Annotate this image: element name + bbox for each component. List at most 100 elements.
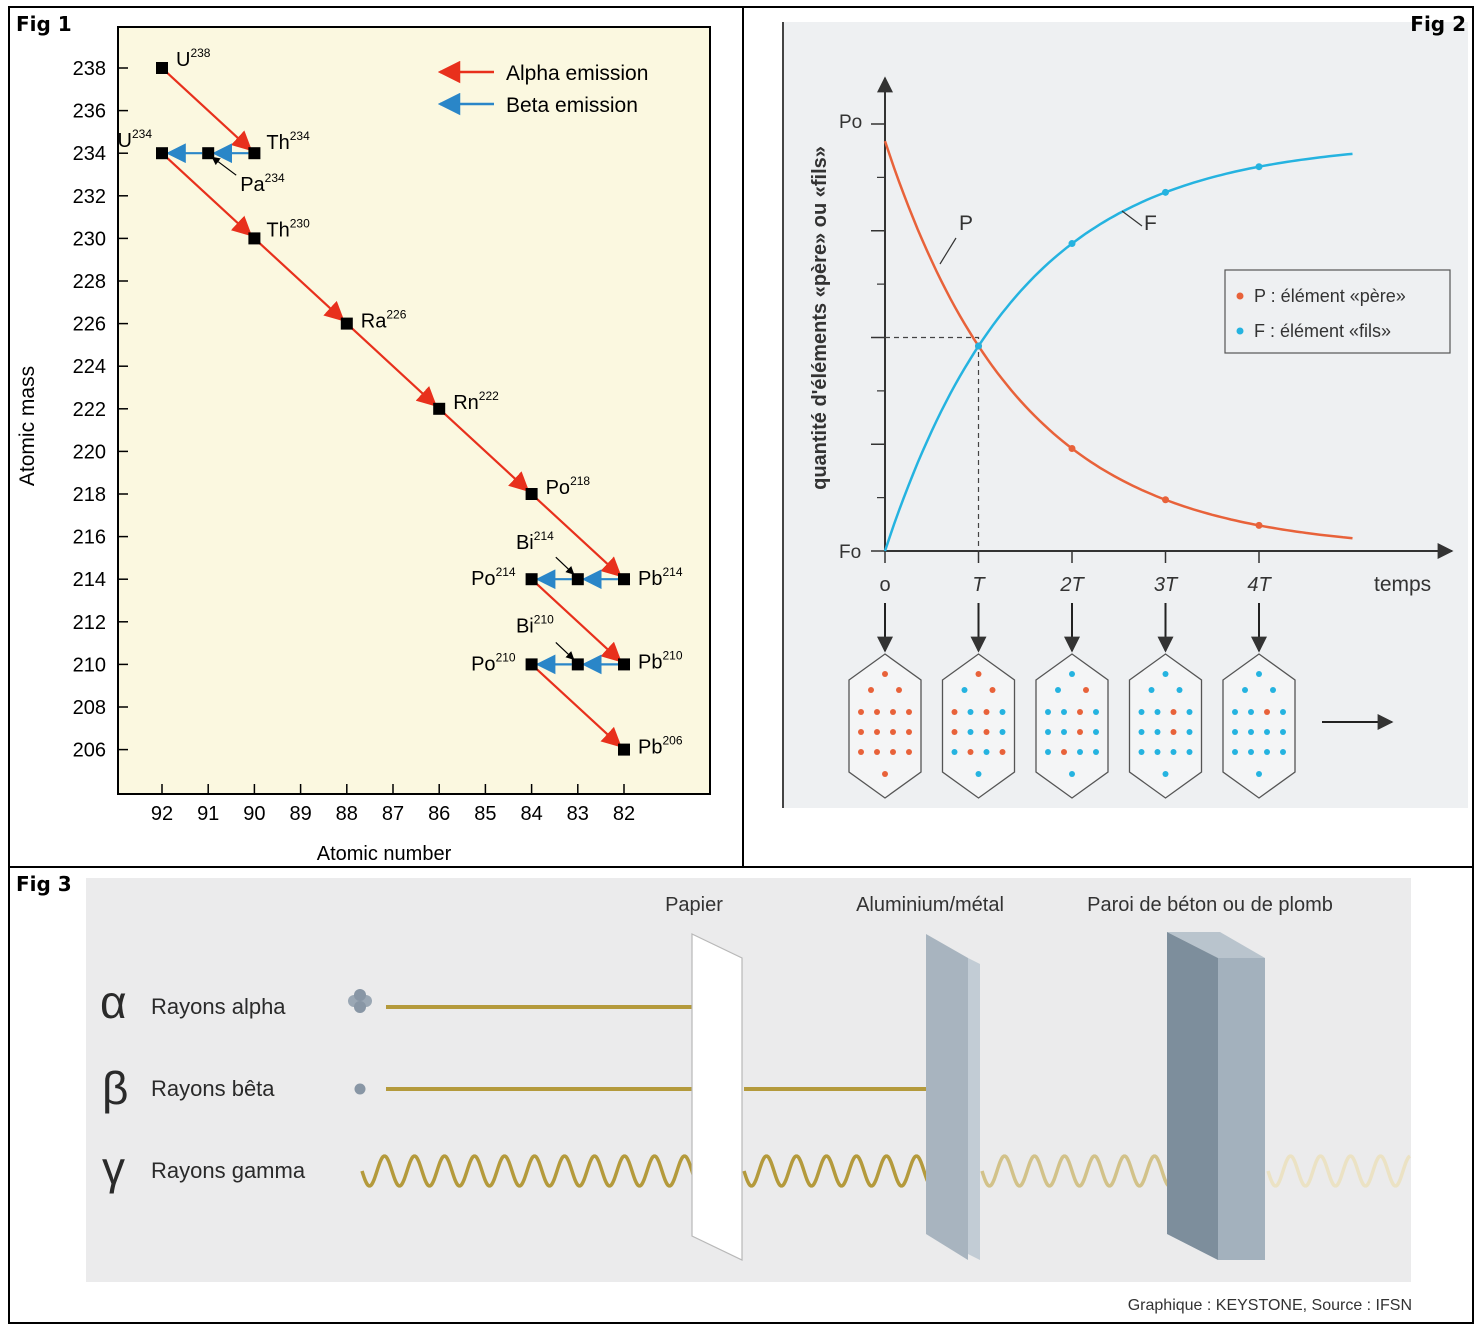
daughter-atom bbox=[1162, 771, 1169, 777]
parent-atom bbox=[906, 749, 912, 755]
nuclide-point bbox=[340, 317, 353, 330]
curve-f-point bbox=[1162, 188, 1169, 196]
nuclide-label: Po210 bbox=[471, 650, 516, 675]
x-tick-label: 92 bbox=[151, 803, 173, 825]
nuclide-label: U238 bbox=[176, 46, 211, 71]
alpha-decay-arrow bbox=[164, 155, 253, 237]
curve-p-leader bbox=[939, 237, 957, 265]
fig2-xlabel: temps bbox=[1374, 573, 1431, 596]
nuclide-point bbox=[525, 488, 538, 500]
daughter-atom bbox=[1138, 729, 1145, 735]
daughter-atom bbox=[1232, 749, 1238, 755]
parent-atom bbox=[1170, 729, 1177, 735]
daughter-atom bbox=[1186, 729, 1193, 735]
alpha-symbol: α bbox=[100, 976, 127, 1028]
sample-container bbox=[941, 653, 1016, 799]
y-tick-label: 216 bbox=[73, 527, 106, 549]
daughter-atom bbox=[967, 729, 974, 735]
wall-barrier-side bbox=[1218, 958, 1265, 1260]
x-tick-label: 88 bbox=[336, 803, 358, 825]
daughter-atom bbox=[1148, 687, 1155, 693]
daughter-atom bbox=[1061, 709, 1067, 715]
x-tick-label: 83 bbox=[567, 803, 589, 825]
daughter-atom bbox=[1154, 749, 1161, 755]
alpha-decay-arrow bbox=[257, 240, 345, 322]
parent-atom bbox=[1170, 709, 1177, 715]
sample-container bbox=[1128, 653, 1203, 799]
gamma-wave-segment-2 bbox=[742, 1154, 956, 1188]
fig3-diagram: Papier Aluminium/métal Paroi de béton ou… bbox=[86, 878, 1412, 1314]
alpha-decay-arrow bbox=[534, 666, 622, 748]
daughter-atom bbox=[1045, 729, 1051, 735]
alpha-decay-arrow bbox=[442, 411, 530, 492]
parent-atom bbox=[1264, 709, 1270, 715]
parent-atom bbox=[874, 709, 880, 715]
parent-atom bbox=[890, 749, 896, 755]
daughter-atom bbox=[1280, 749, 1286, 755]
fig3-credit: Graphique : KEYSTONE, Source : IFSN bbox=[1128, 1297, 1412, 1314]
barrier-paper-title: Papier bbox=[665, 894, 723, 916]
daughter-atom bbox=[1270, 687, 1276, 693]
parent-atom bbox=[868, 687, 874, 693]
parent-atom bbox=[874, 729, 880, 735]
curve-f-point bbox=[975, 342, 982, 350]
half-life-guide bbox=[885, 336, 980, 551]
curve-p bbox=[883, 140, 1353, 540]
alpha-decay-arrow bbox=[349, 326, 437, 407]
nuclide-pointer bbox=[555, 641, 575, 660]
daughter-atom bbox=[1248, 749, 1254, 755]
legend-p-dot bbox=[1236, 292, 1244, 300]
parent-atom bbox=[906, 729, 912, 735]
parent-atom bbox=[858, 729, 864, 735]
parent-atom bbox=[951, 709, 958, 715]
daughter-atom bbox=[961, 687, 968, 693]
fig1-ylabel: Atomic mass bbox=[16, 366, 39, 486]
daughter-atom bbox=[1170, 749, 1177, 755]
fig1-plot-area bbox=[117, 26, 711, 795]
parent-atom bbox=[858, 749, 864, 755]
parent-atom bbox=[1061, 749, 1067, 755]
nuclide-point bbox=[248, 147, 261, 160]
daughter-atom bbox=[1280, 729, 1286, 735]
daughter-atom bbox=[1055, 687, 1061, 693]
curve-p-label: P bbox=[959, 212, 973, 235]
metal-barrier bbox=[926, 934, 968, 1260]
y-tick-label: 226 bbox=[73, 314, 106, 336]
parent-atom bbox=[1077, 729, 1083, 735]
curve-f bbox=[883, 152, 1353, 552]
daughter-atom bbox=[967, 709, 974, 715]
daughter-atom bbox=[1232, 729, 1238, 735]
beta-label: Rayons bêta bbox=[151, 1076, 275, 1101]
parent-atom bbox=[975, 671, 982, 677]
nuclide-point bbox=[618, 658, 630, 671]
x-tick-label: 91 bbox=[197, 803, 219, 825]
figure-frame bbox=[8, 6, 1474, 1324]
daughter-atom bbox=[1256, 771, 1262, 777]
barrier-wall-title: Paroi de béton ou de plomb bbox=[1087, 894, 1333, 916]
parent-atom bbox=[999, 749, 1006, 755]
wall-barrier-front bbox=[1167, 932, 1218, 1260]
daughter-atom bbox=[1061, 729, 1067, 735]
x-tick-label: 84 bbox=[520, 803, 542, 825]
nuclide-point bbox=[202, 147, 215, 160]
parent-atom bbox=[890, 709, 896, 715]
nuclide-label: U234 bbox=[118, 127, 153, 152]
fig2-legend-box bbox=[1224, 269, 1451, 354]
y-tick-label: 228 bbox=[73, 271, 106, 293]
nuclide-pointer bbox=[211, 156, 237, 176]
curve-p-point bbox=[1255, 521, 1263, 529]
daughter-atom bbox=[1186, 709, 1193, 715]
daughter-atom bbox=[1069, 671, 1075, 677]
parent-atom bbox=[858, 709, 864, 715]
fig1-panel: Fig 1 238 236 234 232 230 228 226 224 222 220 218 2… bbox=[10, 8, 742, 866]
daughter-atom bbox=[1138, 709, 1145, 715]
nuclide-point bbox=[618, 743, 630, 756]
daughter-atom bbox=[1264, 749, 1270, 755]
beta-symbol: β bbox=[102, 1062, 128, 1114]
daughter-atom bbox=[1248, 729, 1254, 735]
x-tick-label: 85 bbox=[474, 803, 496, 825]
y-tick-label: 210 bbox=[73, 654, 106, 676]
fig2-y-top: Po bbox=[839, 112, 862, 133]
gamma-wave-segment-3 bbox=[980, 1154, 1196, 1188]
nuclide-label: Th234 bbox=[266, 129, 310, 154]
